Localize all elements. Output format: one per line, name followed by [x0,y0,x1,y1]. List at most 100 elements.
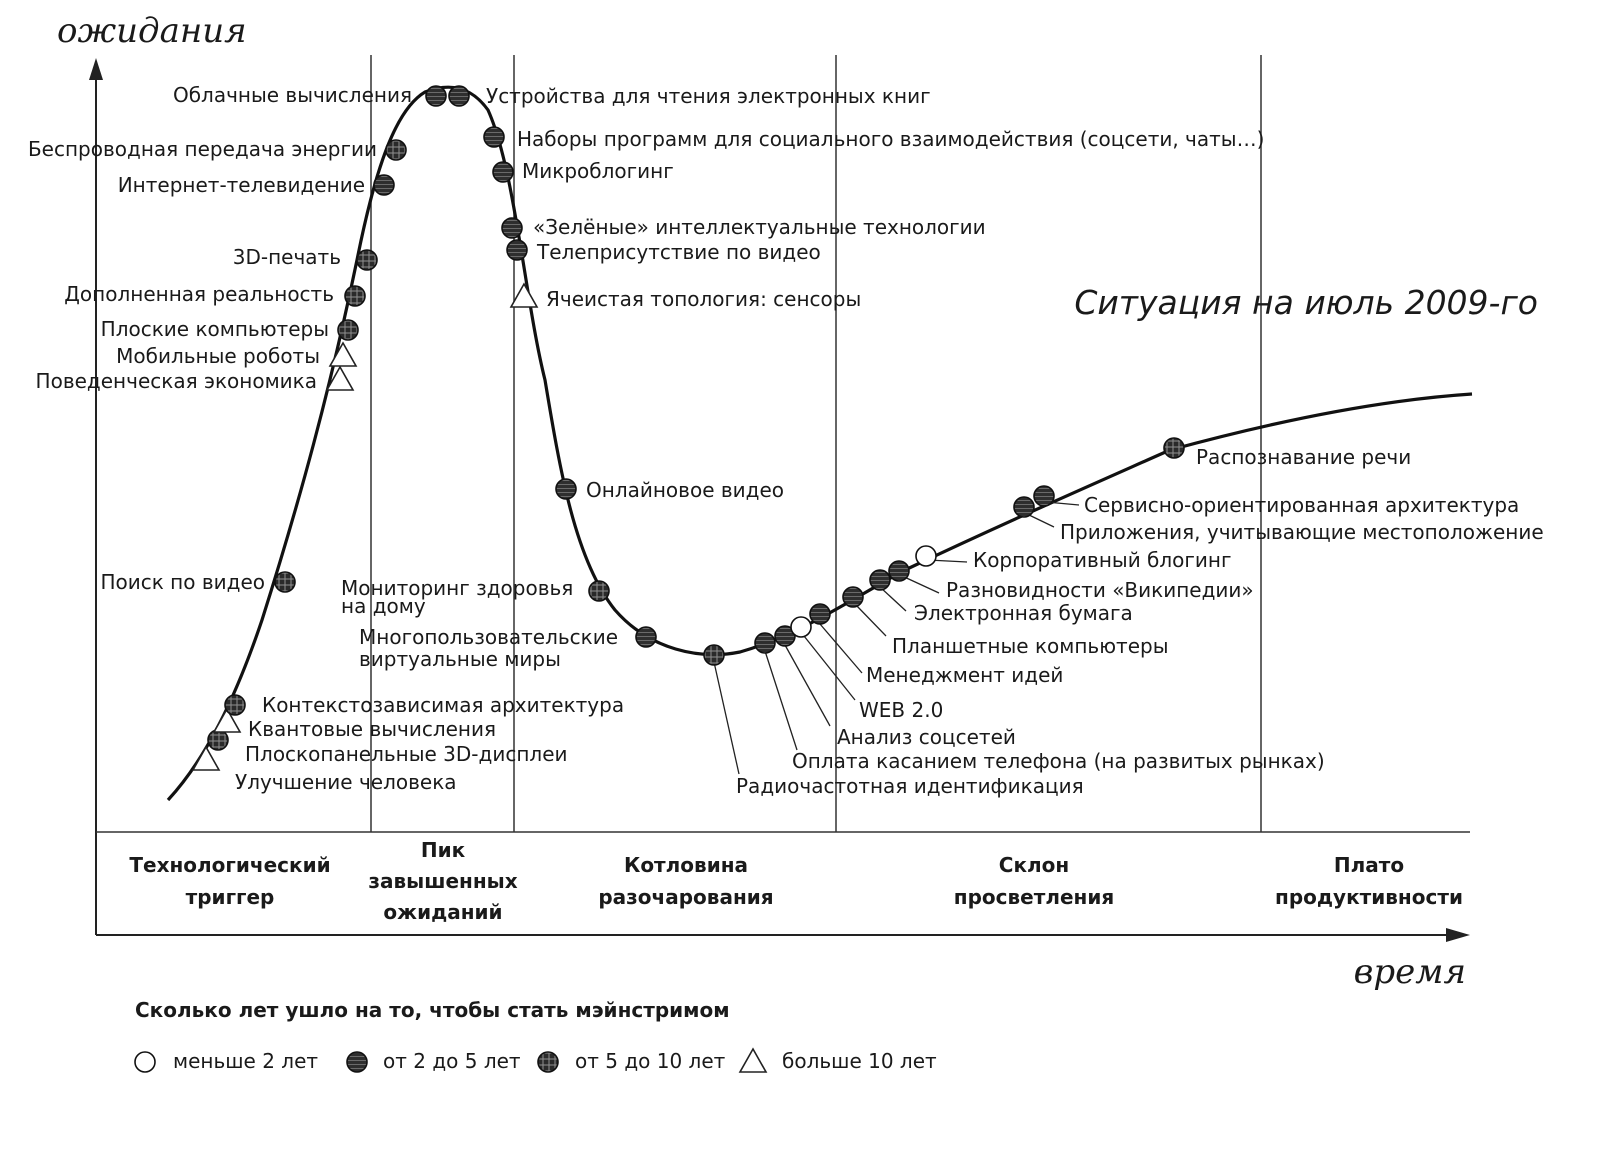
phase-label: Пик [421,838,466,862]
tech-label: WEB 2.0 [859,698,943,722]
tech-marker-2-5 [506,239,528,261]
tech-marker-5-10 [274,571,296,593]
tech-marker-5-10 [1163,437,1185,459]
phase-label: просветления [954,885,1114,909]
phase-dividers [370,55,1262,832]
legend-label: от 2 до 5 лет [383,1049,521,1073]
phase-label: триггер [186,885,275,909]
tech-label: Дополненная реальность [64,282,334,306]
tech-label: «Зелёные» интеллектуальные технологии [533,215,986,239]
tech-label: Сервисно-ориентированная архитектура [1084,493,1519,517]
tech-label: Наборы программ для социального взаимоде… [517,127,1264,151]
tech-marker-2-5 [1013,496,1035,518]
tech-marker-5-10 [344,285,366,307]
y-axis-arrow-icon [89,58,103,80]
phase-label: Плато [1334,853,1404,877]
legend-markers [134,1047,768,1073]
phase-labels: Технологический триггер Пик завышенных о… [129,838,1463,924]
chart-subtitle: Ситуация на июль 2009-го [1074,283,1538,322]
tech-marker-5-10 [588,580,610,602]
tech-marker-2-5 [774,625,796,647]
tech-marker-2-5 [888,560,910,582]
tech-label: Радиочастотная идентификация [736,774,1084,798]
tech-marker-5-10 [337,319,359,341]
tech-label: Корпоративный блогинг [973,548,1232,572]
tech-marker-more-10 [328,341,358,367]
tech-label: Мобильные роботы [116,344,320,368]
tech-marker-5-10 [703,644,725,666]
tech-marker-more-10 [191,745,221,771]
tech-label: Телеприсутствие по видео [536,240,821,264]
leader-line [819,623,863,674]
tech-marker-less-2 [915,545,937,567]
technology-markers [191,85,1185,771]
tech-label: на дому [341,594,426,618]
tech-marker-2-5 [555,478,577,500]
axes [89,58,1470,942]
leader-line [784,644,831,727]
leader-line [713,661,740,775]
leader-line [854,603,887,637]
leader-line [879,586,907,612]
legend-marker-5-10 [537,1051,559,1073]
tech-label: 3D-печать [233,245,341,269]
leader-line [764,650,798,751]
tech-label: Онлайновое видео [586,478,784,502]
tech-label: Плоские компьютеры [101,317,329,341]
tech-marker-2-5 [635,626,657,648]
tech-marker-5-10 [224,694,246,716]
legend: Сколько лет ушло на то, чтобы стать мэйн… [134,998,937,1073]
tech-marker-2-5 [373,174,395,196]
legend-marker-2-5 [346,1051,368,1073]
leader-line [803,635,856,701]
tech-label: Интернет-телевидение [118,173,365,197]
phase-label: продуктивности [1275,885,1463,909]
tech-marker-2-5 [754,632,776,654]
tech-marker-2-5 [483,126,505,148]
tech-label: Микроблогинг [522,159,674,183]
tech-label: Многопользовательские [359,625,618,649]
tech-marker-2-5 [842,586,864,608]
tech-label: Улучшение человека [235,770,457,794]
technology-labels: Улучшение человека Плоскопанельные 3D-ди… [28,83,1544,798]
tech-marker-2-5 [809,603,831,625]
tech-label: Поведенческая экономика [36,369,317,393]
tech-label: Ячеистая топология: сенсоры [546,287,861,311]
tech-label: Поиск по видео [100,570,265,594]
phase-label: завышенных [368,869,517,893]
legend-marker-more-10 [738,1047,768,1073]
tech-label: Квантовые вычисления [248,717,496,741]
tech-label: Плоскопанельные 3D-дисплеи [245,742,568,766]
tech-marker-more-10 [509,282,539,308]
tech-marker-2-5 [869,569,891,591]
tech-marker-2-5 [425,85,447,107]
x-axis-arrow-icon [1446,928,1470,942]
tech-label: Планшетные компьютеры [892,634,1168,658]
tech-label: Мониторинг здоровья [341,576,573,600]
tech-label: Контекстозависимая архитектура [262,693,624,717]
tech-marker-2-5 [448,85,470,107]
phase-label: Технологический [129,853,330,877]
tech-marker-2-5 [492,161,514,183]
phase-label: разочарования [598,885,773,909]
tech-marker-5-10 [356,249,378,271]
leader-lines [713,501,1080,775]
tech-marker-5-10 [385,139,407,161]
legend-marker-less-2 [134,1051,156,1073]
legend-label: меньше 2 лет [173,1049,318,1073]
phase-label: Склон [999,853,1069,877]
tech-label: Оплата касанием телефона (на развитых ры… [792,749,1325,773]
tech-label: Электронная бумага [914,601,1133,625]
tech-label: Беспроводная передача энергии [28,137,377,161]
tech-label: Менеджмент идей [866,663,1063,687]
tech-marker-less-2 [790,616,812,638]
tech-label: Облачные вычисления [173,83,412,107]
legend-label: больше 10 лет [782,1049,937,1073]
tech-label: Распознавание речи [1196,445,1411,469]
tech-marker-2-5 [501,217,523,239]
hype-curve [166,85,1473,802]
leader-line [1026,513,1055,528]
tech-label: Устройства для чтения электронных книг [486,84,931,108]
